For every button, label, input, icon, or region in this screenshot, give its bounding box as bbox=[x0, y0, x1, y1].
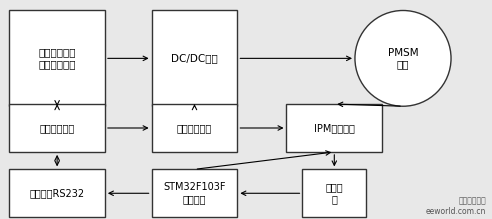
FancyBboxPatch shape bbox=[9, 11, 105, 106]
FancyBboxPatch shape bbox=[152, 11, 238, 106]
Ellipse shape bbox=[355, 11, 451, 106]
FancyBboxPatch shape bbox=[152, 169, 238, 217]
Text: 能源与数据混
合传输同轴缆: 能源与数据混 合传输同轴缆 bbox=[38, 48, 76, 69]
Text: DC/DC电源: DC/DC电源 bbox=[171, 53, 218, 63]
Text: 数据耦合通信: 数据耦合通信 bbox=[39, 123, 75, 133]
Text: PMSM
电机: PMSM 电机 bbox=[388, 48, 418, 69]
Text: STM32F103F
微处理器: STM32F103F 微处理器 bbox=[163, 182, 226, 204]
Text: IPM功率模块: IPM功率模块 bbox=[314, 123, 355, 133]
Text: 电子工程世界
eeworld.com.cn: 电子工程世界 eeworld.com.cn bbox=[426, 197, 487, 216]
Text: 电源管理模块: 电源管理模块 bbox=[177, 123, 212, 133]
Text: 电流采
样: 电流采 样 bbox=[326, 182, 343, 204]
FancyBboxPatch shape bbox=[9, 169, 105, 217]
FancyBboxPatch shape bbox=[9, 104, 105, 152]
FancyBboxPatch shape bbox=[303, 169, 366, 217]
Text: 光耦隔离RS232: 光耦隔离RS232 bbox=[30, 188, 85, 198]
FancyBboxPatch shape bbox=[152, 104, 238, 152]
FancyBboxPatch shape bbox=[286, 104, 382, 152]
